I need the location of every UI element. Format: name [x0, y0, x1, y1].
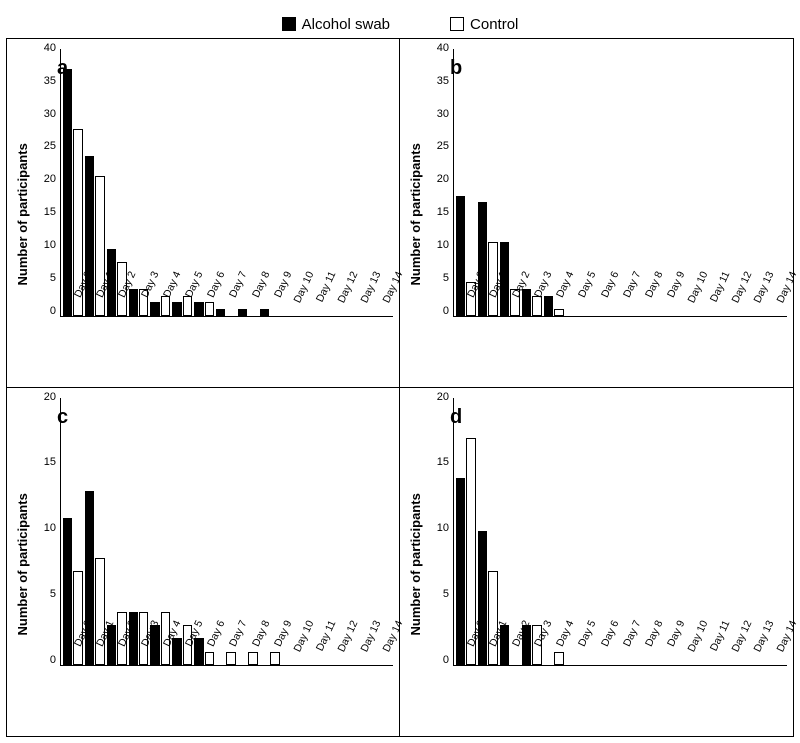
panel-grid: a Number of participants 403530252015105…	[6, 38, 794, 737]
plot-wrap: 20151050 Day 0Day 1Day 2Day 3Day 4Day 5D…	[425, 398, 787, 731]
y-tick: 15	[437, 207, 449, 218]
panel-c: c Number of participants 20151050 Day 0D…	[7, 388, 400, 737]
bar-alcohol	[456, 478, 465, 665]
panel-b: b Number of participants 403530252015105…	[400, 39, 793, 388]
y-tick: 15	[44, 457, 56, 468]
y-tick: 20	[44, 174, 56, 185]
y-tick: 10	[44, 240, 56, 251]
x-axis-ticks: Day 0Day 1Day 2Day 3Day 4Day 5Day 6Day 7…	[56, 670, 393, 730]
y-tick: 25	[437, 141, 449, 152]
y-tick: 30	[437, 109, 449, 120]
legend-swatch-alcohol	[282, 17, 296, 31]
x-axis: Day 0Day 1Day 2Day 3Day 4Day 5Day 6Day 7…	[425, 317, 787, 381]
y-tick: 40	[44, 43, 56, 54]
plot-wrap: 20151050 Day 0Day 1Day 2Day 3Day 4Day 5D…	[32, 398, 393, 731]
y-tick: 25	[44, 141, 56, 152]
x-axis-ticks: Day 0Day 1Day 2Day 3Day 4Day 5Day 6Day 7…	[449, 670, 787, 730]
panel-a: a Number of participants 403530252015105…	[7, 39, 400, 388]
y-tick: 20	[44, 392, 56, 403]
y-tick: 35	[437, 76, 449, 87]
y-tick: 10	[44, 523, 56, 534]
y-axis-label: Number of participants	[13, 49, 32, 381]
y-tick: 10	[437, 240, 449, 251]
y-tick: 40	[437, 43, 449, 54]
plot-wrap: 4035302520151050 Day 0Day 1Day 2Day 3Day…	[32, 49, 393, 381]
legend-item-alcohol: Alcohol swab	[282, 16, 390, 33]
x-axis: Day 0Day 1Day 2Day 3Day 4Day 5Day 6Day 7…	[32, 317, 393, 381]
y-tick: 15	[437, 457, 449, 468]
x-axis: Day 0Day 1Day 2Day 3Day 4Day 5Day 6Day 7…	[425, 666, 787, 730]
y-tick: 30	[44, 109, 56, 120]
x-axis-ticks: Day 0Day 1Day 2Day 3Day 4Day 5Day 6Day 7…	[56, 321, 393, 381]
legend-label-control: Control	[470, 16, 518, 33]
panel-d: d Number of participants 20151050 Day 0D…	[400, 388, 793, 737]
y-tick: 35	[44, 76, 56, 87]
y-axis-label: Number of participants	[13, 398, 32, 731]
y-axis-label: Number of participants	[406, 398, 425, 731]
legend: Alcohol swab Control	[6, 10, 794, 38]
legend-label-alcohol: Alcohol swab	[302, 16, 390, 33]
y-axis-label: Number of participants	[406, 49, 425, 381]
y-tick: 10	[437, 523, 449, 534]
figure: Alcohol swab Control a Number of partici…	[0, 0, 800, 743]
y-tick: 20	[437, 174, 449, 185]
y-tick: 20	[437, 392, 449, 403]
bar-alcohol	[63, 69, 72, 316]
legend-swatch-control	[450, 17, 464, 31]
y-tick: 15	[44, 207, 56, 218]
plot-wrap: 4035302520151050 Day 0Day 1Day 2Day 3Day…	[425, 49, 787, 381]
x-axis-ticks: Day 0Day 1Day 2Day 3Day 4Day 5Day 6Day 7…	[449, 321, 787, 381]
x-axis: Day 0Day 1Day 2Day 3Day 4Day 5Day 6Day 7…	[32, 666, 393, 730]
legend-item-control: Control	[450, 16, 518, 33]
